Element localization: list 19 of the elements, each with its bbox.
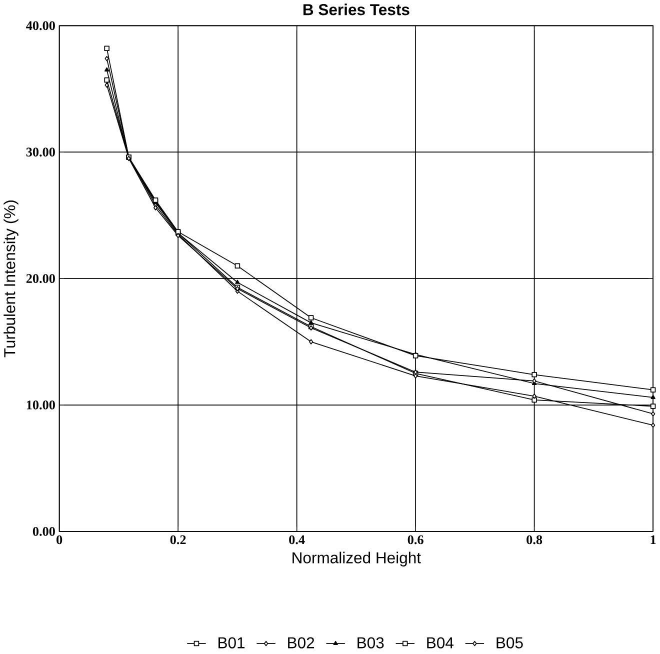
y-tick-label: 40.00 (26, 21, 55, 30)
legend-label: B02 (288, 637, 314, 648)
chart-title: B Series Tests (303, 4, 410, 16)
x-tick-label: 1 (650, 535, 656, 544)
x-axis-title: Normalized Height (292, 552, 421, 566)
y-axis-title: Turbulent Intensity (%) (4, 200, 18, 358)
legend-label: B05 (496, 637, 523, 648)
legend-label: B04 (427, 637, 454, 648)
y-tick-label: 30.00 (26, 148, 55, 156)
x-tick-label: 0.2 (170, 535, 186, 544)
x-tick-label: 0 (56, 535, 62, 544)
x-tick-label: 0.4 (289, 535, 305, 544)
y-tick-label: 0.00 (32, 526, 55, 536)
legend-label: B03 (358, 637, 384, 648)
x-tick-label: 0.6 (408, 535, 424, 544)
legend-label: B01 (218, 637, 245, 648)
x-tick-label: 0.8 (526, 535, 542, 544)
y-tick-label: 20.00 (26, 274, 55, 283)
y-tick-label: 10.00 (26, 400, 55, 410)
